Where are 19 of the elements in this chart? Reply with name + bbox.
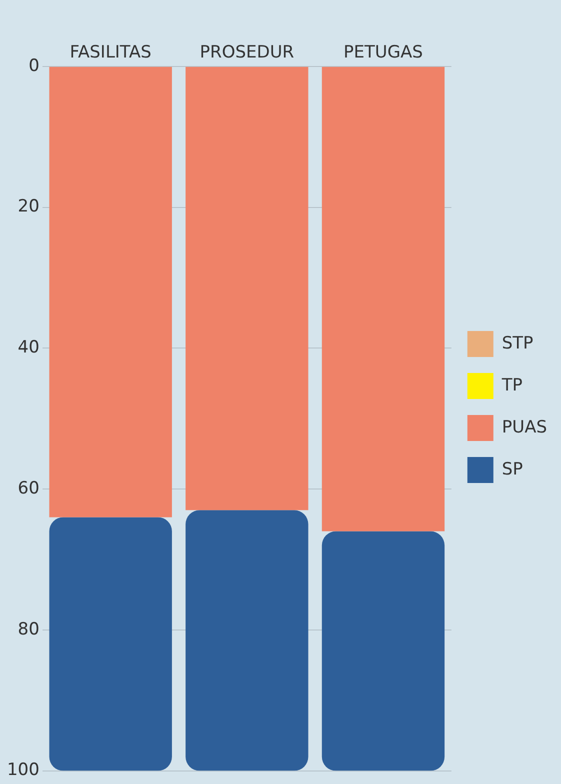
bar bbox=[49, 66, 172, 518]
legend-label: SP bbox=[502, 459, 523, 480]
y-tick-label: 80 bbox=[18, 619, 40, 640]
legend-label: STP bbox=[502, 333, 534, 354]
y-tick-label: 100 bbox=[6, 760, 40, 780]
legend-label: TP bbox=[500, 375, 523, 396]
x-tick-label: PROSEDUR bbox=[200, 42, 294, 63]
x-tick-label: FASILITAS bbox=[70, 42, 152, 63]
y-tick-label: 20 bbox=[18, 196, 40, 217]
y-tick-label: 0 bbox=[28, 56, 40, 76]
bar bbox=[49, 517, 172, 771]
y-tick-label: 40 bbox=[18, 338, 40, 358]
bar bbox=[186, 510, 308, 771]
legend-label: PUAS bbox=[502, 417, 548, 438]
bar bbox=[322, 66, 445, 532]
y-tick-label: 60 bbox=[18, 478, 40, 498]
bar bbox=[186, 66, 308, 510]
x-tick-label: PETUGAS bbox=[344, 42, 423, 63]
bar bbox=[322, 531, 445, 771]
